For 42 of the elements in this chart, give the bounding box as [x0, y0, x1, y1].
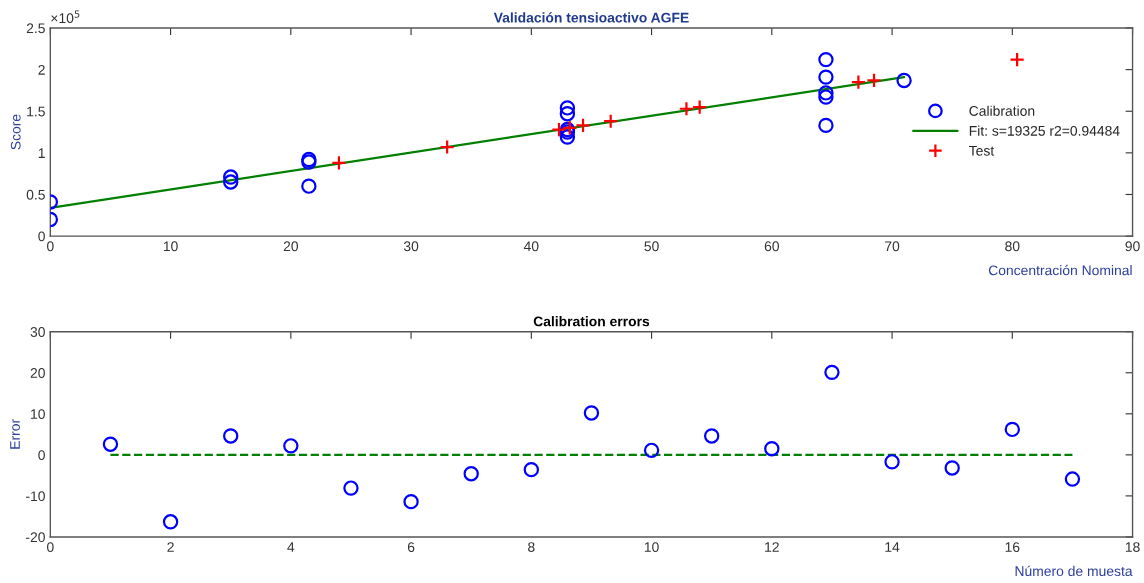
y-tick-label: -20	[26, 532, 45, 543]
x-tick-label: 0	[47, 241, 54, 252]
y-tick-label: 2	[38, 64, 45, 75]
y-axis-title: Score	[10, 114, 21, 150]
x-tick-label: 10	[163, 241, 178, 252]
text: ×10$^{5}$	[51, 10, 80, 24]
y-tick-label: 0	[38, 450, 45, 461]
y-tick-label: 10	[31, 409, 45, 419]
chart-title: Calibration errors	[533, 316, 650, 327]
x-tick-label: 50	[644, 241, 659, 252]
y-tick-label: 1.5	[27, 106, 45, 117]
x-tick-label: 18	[1125, 542, 1140, 553]
y-axis-title: Error	[10, 419, 20, 449]
x-tick-label: 2	[167, 542, 174, 552]
x-tick-label: 40	[523, 241, 539, 252]
x-tick-label: 12	[765, 542, 779, 552]
legend-label: Test	[969, 145, 995, 156]
x-tick-label: 14	[885, 542, 900, 552]
x-tick-label: 60	[764, 241, 779, 252]
y-tick-label: 1	[38, 148, 45, 158]
x-axis-title: Número de muesta	[1015, 565, 1133, 577]
y-tick-label: 30	[30, 327, 45, 337]
x-axis-title: Concentración Nominal	[988, 264, 1132, 276]
x-tick-label: 16	[1005, 542, 1020, 553]
x-tick-label: 6	[407, 542, 415, 553]
y-tick-label: 2.5	[26, 23, 45, 34]
y-tick-label: 0.5	[26, 189, 45, 200]
x-tick-label: 8	[528, 542, 535, 553]
x-tick-label: 0	[47, 542, 54, 553]
y-tick-label: -10	[26, 491, 45, 502]
x-tick-label: 90	[1125, 241, 1140, 252]
x-tick-label: 4	[287, 542, 295, 552]
y-tick-label: 0	[38, 231, 45, 242]
legend-label: Calibration	[969, 105, 1035, 116]
x-tick-label: 70	[885, 241, 900, 252]
x-tick-label: 30	[403, 241, 419, 252]
legend-label: Fit: s=19325 r2=0.94484	[969, 125, 1120, 136]
x-tick-label: 10	[644, 542, 659, 553]
x-tick-label: 80	[1005, 241, 1020, 252]
chart-title: Validación tensioactivo AGFE	[493, 12, 689, 23]
x-tick-label: 20	[283, 241, 299, 252]
y-tick-label: 20	[30, 368, 45, 378]
